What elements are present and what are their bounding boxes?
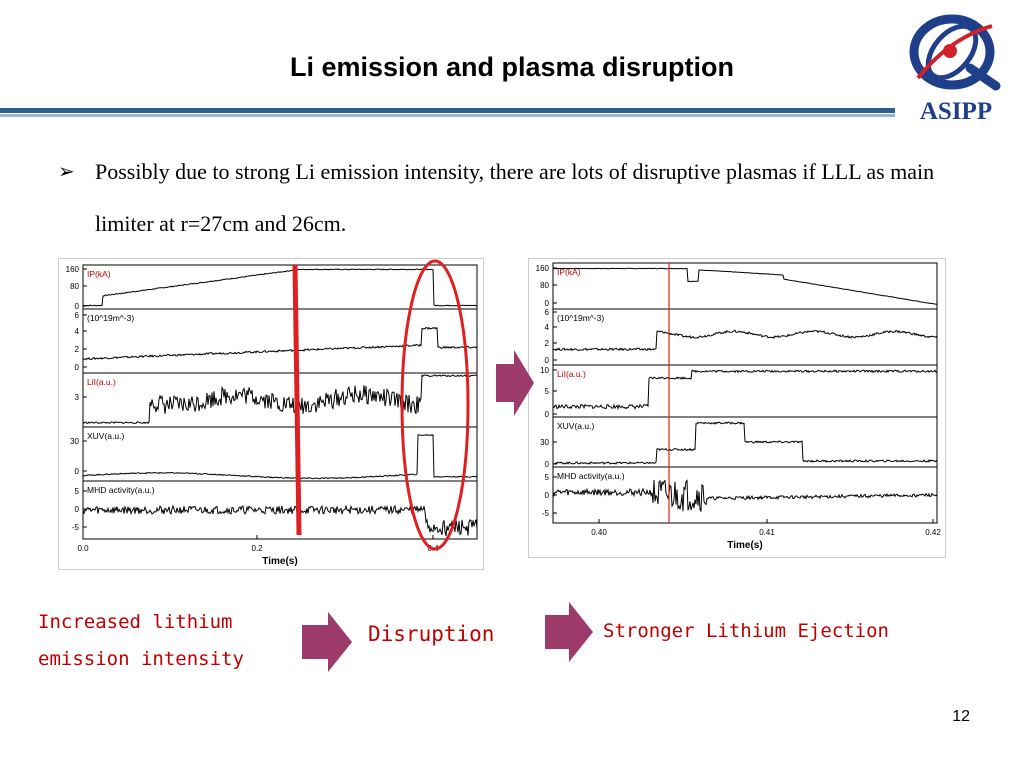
title-rule-light: [0, 114, 895, 117]
caption-increased-emission: Increased lithium emission intensity: [38, 604, 298, 678]
panel-label: IP(kA): [557, 267, 581, 277]
panel-label: LiI(a.u.): [557, 369, 586, 379]
y-tick-label: 160: [66, 265, 80, 274]
left-plot-image: IP(kA) 160 80 0 (10^19m^-3) 6 4 2 0 LiI(a.u.) 3 XUV…: [58, 258, 484, 570]
y-tick-label: 0: [75, 505, 80, 514]
arrow-right-icon: [302, 612, 352, 672]
signal-trace: [552, 329, 938, 352]
y-tick-label: 2: [545, 339, 550, 348]
y-tick-label: -5: [542, 509, 550, 518]
y-tick-label: 0: [75, 302, 80, 311]
y-tick-label: 2: [75, 345, 80, 354]
highlight-ellipse: [400, 259, 470, 551]
panel-frame: [552, 262, 938, 310]
y-tick-label: 5: [545, 387, 550, 396]
panel-label: (10^19m^-3): [87, 313, 134, 323]
panel-frame: [82, 372, 478, 428]
bullet-text: Possibly due to strong Li emission inten…: [95, 159, 935, 236]
y-tick-label: 0: [545, 299, 550, 308]
y-tick-label: -5: [72, 523, 80, 532]
logo-emblem-icon: [909, 14, 1001, 91]
panel-label: IP(kA): [87, 269, 111, 279]
signal-trace: [82, 326, 478, 361]
x-tick-label: 0.42: [925, 528, 941, 537]
panel-label: XUV(a.u.): [557, 421, 594, 431]
title-rule: [0, 108, 895, 113]
page-number: 12: [952, 708, 970, 725]
caption-line-2: emission intensity: [38, 648, 244, 670]
bullet-arrow-icon: ➢: [58, 161, 75, 183]
panel-label: MHD activity(a.u.): [87, 485, 155, 495]
panel-label: XUV(a.u.): [87, 431, 124, 441]
y-tick-label: 0: [545, 356, 550, 365]
left-plot-figure: IP(kA) 160 80 0 (10^19m^-3) 6 4 2 0 LiI(a.u.) 3 XUV…: [66, 259, 478, 567]
y-tick-label: 0: [545, 491, 550, 500]
y-tick-label: 6: [545, 308, 550, 317]
marker-line: [292, 264, 302, 536]
signal-trace: [82, 434, 478, 480]
y-tick-label: 0: [75, 467, 80, 476]
y-tick-label: 6: [75, 311, 80, 320]
x-tick-label: 0.2: [251, 544, 263, 553]
logo-text: ASIPP: [919, 98, 993, 125]
right-plot-image: IP(kA) 160 80 0 (10^19m^-3) 6 4 2 0 LiI(a.u.) 10 5 0…: [528, 258, 946, 558]
x-tick-label: 0.40: [591, 528, 607, 537]
y-tick-label: 80: [540, 281, 549, 290]
panel-frame: [82, 308, 478, 374]
signal-trace: [552, 421, 938, 465]
y-tick-label: 0: [545, 460, 550, 469]
panel-label: MHD activity(a.u.): [557, 471, 625, 481]
signal-trace: [82, 374, 478, 425]
y-tick-label: 10: [540, 366, 549, 375]
signal-trace: [82, 268, 478, 307]
signal-trace: [552, 479, 938, 513]
y-tick-label: 80: [70, 282, 79, 291]
x-axis-label: Time(s): [262, 556, 297, 567]
asipp-logo: ASIPP: [900, 8, 1012, 128]
caption-stronger-ejection: Stronger Lithium Ejection: [603, 620, 889, 642]
x-tick-label: 0.41: [759, 528, 775, 537]
y-tick-label: 0: [75, 363, 80, 372]
panel-frame: [82, 264, 478, 310]
signal-trace: [552, 369, 938, 411]
y-tick-label: 0: [545, 410, 550, 419]
y-tick-label: 160: [536, 264, 550, 273]
y-tick-label: 5: [75, 487, 80, 496]
y-tick-label: 5: [545, 473, 550, 482]
caption-disruption: Disruption: [368, 622, 495, 646]
y-tick-label: 30: [540, 438, 549, 447]
panel-frame: [552, 364, 938, 418]
signal-trace: [553, 267, 938, 305]
right-plot-figure: IP(kA) 160 80 0 (10^19m^-3) 6 4 2 0 LiI(a.u.) 10 5 0…: [536, 262, 941, 551]
arrow-right-icon: [496, 350, 534, 416]
panel-label: LiI(a.u.): [87, 377, 116, 387]
caption-line-1: Increased lithium: [38, 611, 233, 633]
y-tick-label: 3: [75, 393, 80, 402]
arrow-right-icon: [545, 602, 593, 662]
x-tick-label: 0.0: [77, 544, 89, 553]
slide-title: Li emission and plasma disruption: [289, 52, 735, 82]
y-tick-label: 30: [70, 437, 79, 446]
x-axis-label: Time(s): [727, 540, 762, 551]
y-tick-label: 4: [75, 327, 80, 336]
panel-frame: [552, 308, 938, 366]
y-tick-label: 4: [545, 323, 550, 332]
panel-label: (10^19m^-3): [557, 313, 604, 323]
